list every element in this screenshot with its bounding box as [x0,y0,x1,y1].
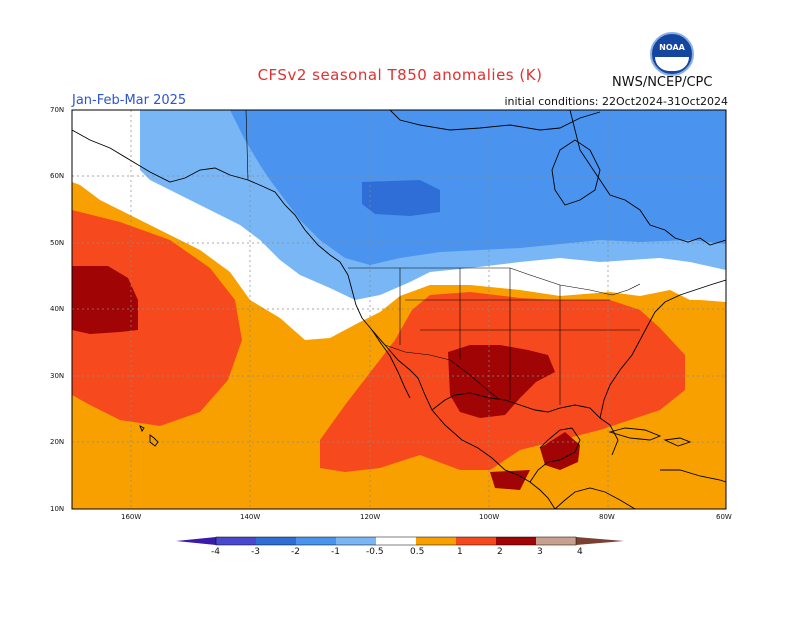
colorbar-label-p3: 3 [537,547,543,557]
forecast-period: Jan-Feb-Mar 2025 [72,93,187,108]
coast-canada-east [569,110,726,246]
lon-label-160w: 160W [121,513,142,521]
anomaly-field [72,110,726,509]
colorbar-box-8 [496,537,536,545]
coastlines [72,110,726,509]
colorbar-label-m05: -0.5 [366,547,384,557]
lat-label-20n: 20N [50,438,65,446]
lon-label-120w: 120W [360,513,381,521]
coast-gulf [431,392,619,456]
borders [245,110,641,405]
colorbar-label-p05: 0.5 [410,547,425,557]
border-us-canada [348,267,641,296]
agency-label: NWS/NCEP/CPC [612,75,713,90]
coast-hawaii [139,425,159,447]
border-states-1 [399,268,640,405]
colorbar-box-9 [536,537,576,545]
colorbar-arrow-left [176,537,216,545]
logo-text: NOAA [659,43,685,52]
coast-arctic [389,110,601,131]
anomaly-band-neutral-strip [700,300,726,302]
colorbar-box-3 [296,537,336,545]
coast-east-us [599,279,726,419]
colorbar-label-p1: 1 [457,547,463,557]
colorbar-label-m3: -3 [251,547,260,557]
anomaly-band-darkred-gulf [540,432,580,470]
coast-cuba [608,427,662,441]
lat-label-50n: 50N [50,239,65,247]
colorbar-label-m4: -4 [211,547,220,557]
colorbar-box-2 [256,537,296,545]
initial-conditions: initial conditions: 22Oct2024-31Oct2024 [504,95,728,108]
anomaly-band-darkred-pacific [72,266,138,334]
colorbar-outline [215,536,577,546]
lon-label-60w: 60W [716,513,732,521]
lat-label-10n: 10N [50,505,65,513]
coast-alaska [72,129,556,509]
colorbar-label-m2: -2 [291,547,300,557]
graticule [72,110,726,509]
colorbar-label-p2: 2 [497,547,503,557]
coast-hispaniola [663,437,692,447]
colorbar-box-6 [416,537,456,545]
anomaly-band-medium-blue [230,110,726,265]
coast-baja [371,329,411,399]
border-alaska-canada [245,110,249,181]
lat-label-30n: 30N [50,372,65,380]
anomaly-band-darkred-mexico [490,470,530,490]
coast-south-america [660,469,726,483]
noaa-logo: NOAA [650,32,694,76]
anomaly-band-red-pacific [72,210,242,426]
border-us-mexico [384,344,501,401]
colorbar-label-p4: 4 [577,547,583,557]
colorbar-box-7 [456,537,496,545]
colorbar-box-4 [336,537,376,545]
colorbar-arrow-right [576,537,624,545]
coast-yucatan [529,427,581,483]
lat-label-70n: 70N [50,106,65,114]
colorbar-box-1 [216,537,256,545]
map-frame [71,109,727,510]
coast-hudson [551,139,601,206]
lon-label-80w: 80W [599,513,615,521]
anomaly-band-dark-blue [362,180,440,216]
anomaly-band-darkred-land [448,345,555,418]
colorbar-label-m1: -1 [331,547,340,557]
map-title: CFSv2 seasonal T850 anomalies (K) [257,66,543,84]
coast-central-america [554,487,636,509]
lat-label-60n: 60N [50,172,65,180]
lon-label-140w: 140W [240,513,261,521]
colorbar-box-5 [376,537,416,545]
colorbar [176,536,624,546]
lat-label-40n: 40N [50,305,65,313]
lon-label-100w: 100W [479,513,500,521]
